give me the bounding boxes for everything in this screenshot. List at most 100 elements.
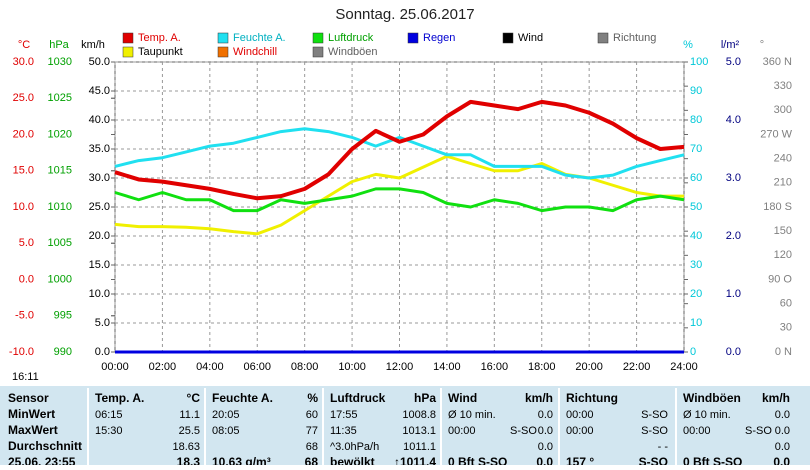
y-tick-label: 5.0 xyxy=(95,317,110,329)
y-tick-label: 20 xyxy=(690,288,702,300)
table-cell: Durchschnitt xyxy=(8,439,82,453)
y-tick-label: 90 O xyxy=(768,273,792,285)
table-cell: 08:05 xyxy=(212,425,240,437)
legend-label: Wind xyxy=(518,32,543,44)
y-tick-label: 1000 xyxy=(48,273,72,285)
table-cell: 0 Bft S-SO xyxy=(683,455,742,465)
y-tick-label: -10.0 xyxy=(9,346,34,358)
table-cell: km/h xyxy=(762,391,790,405)
y-tick-label: 10.0 xyxy=(89,288,110,300)
table-cell: 25.5 xyxy=(179,425,200,437)
x-tick-label: 10:00 xyxy=(338,361,366,373)
table-cell: S-SO xyxy=(510,425,537,437)
table-cell: Ø 10 min. xyxy=(448,409,496,421)
legend-label: Temp. A. xyxy=(138,32,181,44)
legend-swatch xyxy=(597,32,609,44)
y-tick-label: 50 xyxy=(690,201,702,213)
y-tick-label: 180 S xyxy=(763,201,792,213)
y-tick-label: 30 xyxy=(780,322,792,334)
y-tick-label: 1020 xyxy=(48,128,72,140)
legend-swatch xyxy=(122,46,134,58)
table-cell: Wind xyxy=(448,391,477,405)
y-tick-label: 10 xyxy=(690,317,702,329)
y-tick-label: 25.0 xyxy=(13,92,34,104)
y-tick-label: 1005 xyxy=(48,237,72,249)
y-tick-label: 5.0 xyxy=(19,237,34,249)
table-cell: 00:00 xyxy=(566,409,594,421)
y-tick-label: 0.0 xyxy=(95,346,110,358)
table-cell: 18.3 xyxy=(177,455,201,465)
table-cell: Temp. A. xyxy=(95,391,144,405)
table-cell: MaxWert xyxy=(8,423,58,437)
axis-unit: ° xyxy=(760,39,764,51)
x-tick-label: 12:00 xyxy=(386,361,414,373)
table-cell: 0.0 xyxy=(538,425,553,437)
y-tick-label: 5.0 xyxy=(726,56,741,68)
x-tick-label: 20:00 xyxy=(575,361,603,373)
table-cell: S-SO xyxy=(639,455,668,465)
x-tick-label: 06:00 xyxy=(243,361,271,373)
table-cell: km/h xyxy=(525,391,553,405)
table-cell: 0.0 xyxy=(775,441,790,453)
table-cell: Windböen xyxy=(683,391,741,405)
legend-label: Regen xyxy=(423,32,455,44)
table-cell: 18.63 xyxy=(172,441,200,453)
y-tick-label: 20.0 xyxy=(13,128,34,140)
y-tick-label: 30 xyxy=(690,259,702,271)
legend-swatch xyxy=(217,32,229,44)
y-tick-label: 0 N xyxy=(775,346,792,358)
y-tick-label: 1010 xyxy=(48,201,72,213)
y-tick-label: 0.0 xyxy=(726,346,741,358)
y-tick-label: 0 xyxy=(690,346,696,358)
x-tick-label: 22:00 xyxy=(623,361,651,373)
legend-swatch xyxy=(407,32,419,44)
y-tick-label: 15.0 xyxy=(13,165,34,177)
table-cell: 1011.1 xyxy=(403,441,436,453)
legend-label: Windböen xyxy=(328,46,378,58)
table-cell: ^3.0hPa/h xyxy=(330,441,379,453)
y-tick-label: 30.0 xyxy=(89,172,110,184)
table-cell: 20:05 xyxy=(212,409,240,421)
table-cell: bewölkt xyxy=(330,455,375,465)
table-cell: Richtung xyxy=(566,391,618,405)
y-tick-label: 60 xyxy=(690,172,702,184)
axis-unit: % xyxy=(683,39,693,51)
table-cell: 60 xyxy=(306,409,318,421)
table-cell: 0.0 xyxy=(538,409,553,421)
table-cell: Sensor xyxy=(8,391,49,405)
y-tick-label: 300 xyxy=(774,104,792,116)
table-cell: - - xyxy=(658,441,669,453)
table-cell: 0.0 xyxy=(775,409,790,421)
legend-label: Windchill xyxy=(233,46,277,58)
y-tick-label: 330 xyxy=(774,80,792,92)
table-cell: 0.0 xyxy=(538,441,553,453)
table-cell: hPa xyxy=(414,391,436,405)
y-tick-label: 20.0 xyxy=(89,230,110,242)
y-tick-label: 1025 xyxy=(48,92,72,104)
table-cell: 1013.1 xyxy=(402,425,436,437)
y-tick-label: 4.0 xyxy=(726,114,741,126)
table-cell: 11.1 xyxy=(179,409,200,421)
time-label: 16:11 xyxy=(12,371,39,383)
legend-swatch xyxy=(502,32,514,44)
y-tick-label: 50.0 xyxy=(89,56,110,68)
y-tick-label: 995 xyxy=(54,310,72,322)
legend-label: Luftdruck xyxy=(328,32,374,44)
y-tick-label: 1015 xyxy=(48,165,72,177)
y-tick-label: 270 W xyxy=(760,128,792,140)
x-tick-label: 08:00 xyxy=(291,361,319,373)
y-tick-label: 30.0 xyxy=(13,56,34,68)
table-cell: 00:00 xyxy=(448,425,476,437)
table-cell: 157 ° xyxy=(566,455,594,465)
x-tick-label: 14:00 xyxy=(433,361,461,373)
table-cell: °C xyxy=(187,391,201,405)
legend-label: Feuchte A. xyxy=(233,32,286,44)
table-cell: 1008.8 xyxy=(402,409,436,421)
table-cell: 68 xyxy=(306,441,318,453)
y-tick-label: 1030 xyxy=(48,56,72,68)
series-line xyxy=(114,99,685,201)
table-cell: ↑1011.4 xyxy=(394,455,436,465)
table-cell: 25.06. 23:55 xyxy=(8,455,76,465)
